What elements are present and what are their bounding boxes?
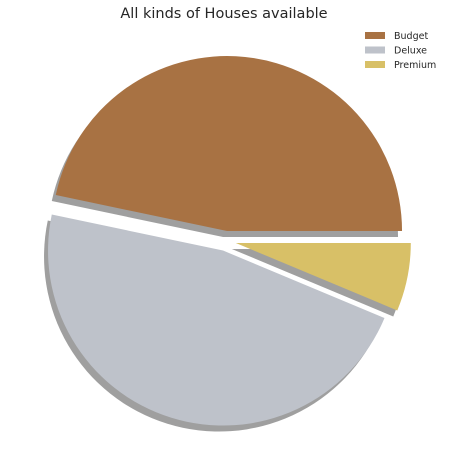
pie-slices bbox=[48, 56, 411, 425]
legend-label-budget: Budget bbox=[394, 31, 428, 42]
chart-title: All kinds of Houses available bbox=[120, 6, 327, 22]
legend-swatch-budget bbox=[365, 32, 385, 39]
pie-slice-budget bbox=[56, 56, 402, 231]
legend-label-premium: Premium bbox=[394, 60, 436, 71]
legend-swatch-premium bbox=[365, 61, 385, 68]
legend-label-deluxe: Deluxe bbox=[394, 46, 427, 57]
legend: Budget Deluxe Premium bbox=[365, 31, 436, 71]
legend-swatch-deluxe bbox=[365, 47, 385, 54]
